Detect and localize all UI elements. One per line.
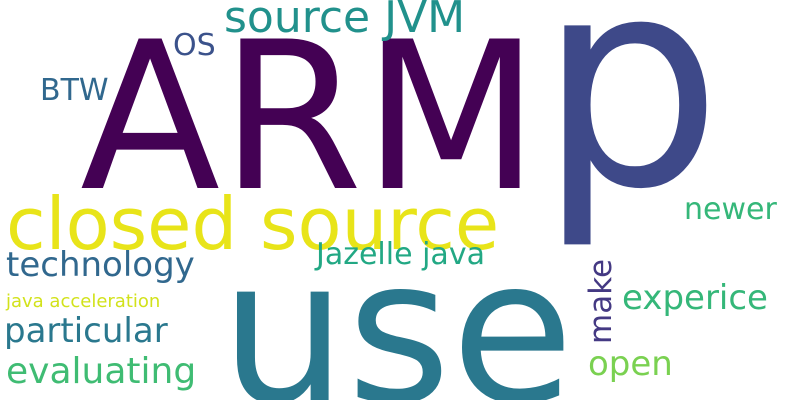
- word-use: use: [220, 216, 575, 400]
- word-closed-source: closed source: [6, 182, 500, 266]
- word-p: p: [538, 0, 723, 253]
- word-btw: BTW: [40, 73, 109, 108]
- word-source-jvm: source JVM: [224, 0, 466, 43]
- word-arm: ARM: [80, 0, 540, 237]
- word-experice: experice: [622, 278, 768, 318]
- word-java-acceleration: java acceleration: [6, 291, 161, 312]
- word-newer: newer: [684, 192, 777, 227]
- word-make: make: [583, 258, 619, 344]
- word-os: OS: [173, 28, 216, 63]
- word-particular: particular: [4, 311, 168, 351]
- word-jazelle-java: Jazelle java: [316, 237, 485, 272]
- word-technology: technology: [6, 245, 195, 285]
- word-evaluating: evaluating: [6, 351, 197, 392]
- word-open: open: [588, 344, 673, 384]
